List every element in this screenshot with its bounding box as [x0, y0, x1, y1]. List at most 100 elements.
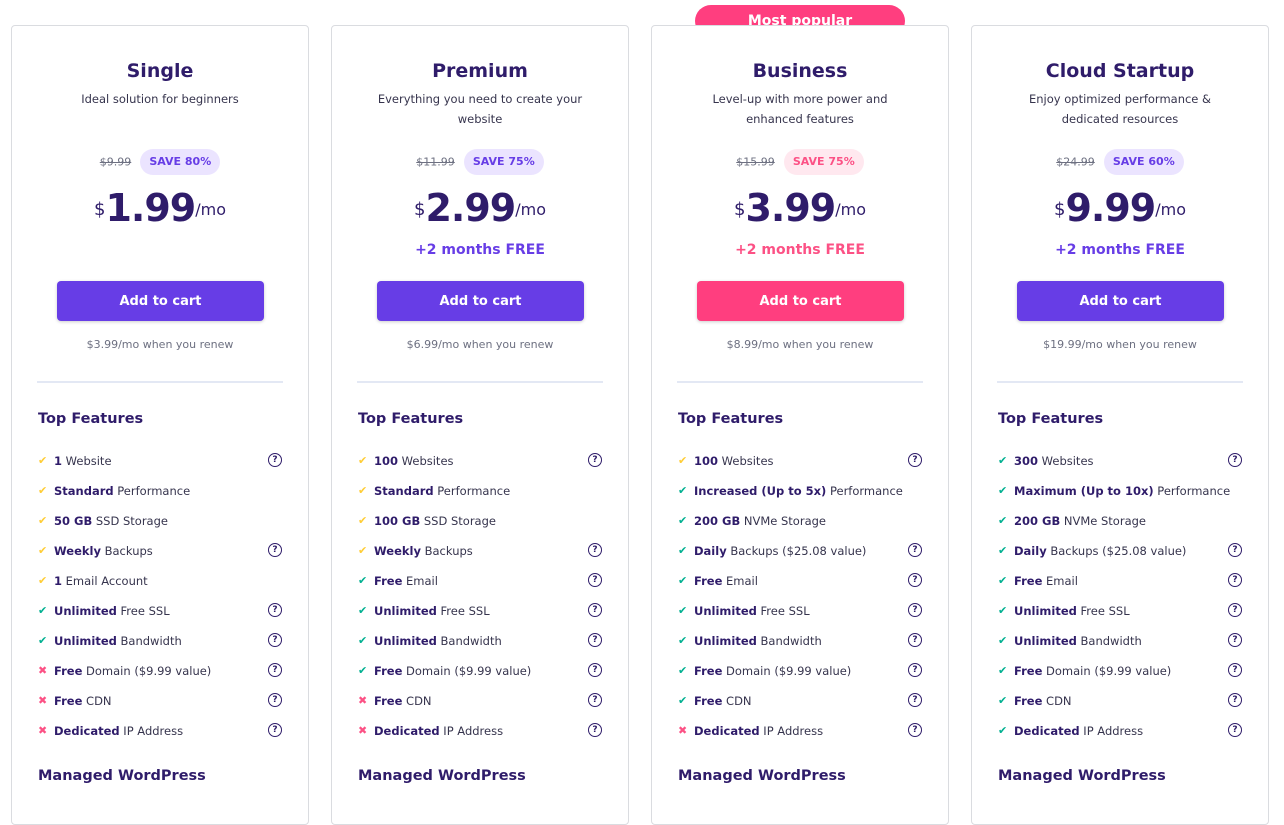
feature-item: ✔ Standard Performance: [358, 481, 602, 511]
feature-item: ✔ 200 GB NVMe Storage: [678, 511, 922, 541]
price-amount: 3.99: [745, 186, 836, 230]
help-icon[interactable]: ?: [268, 633, 282, 647]
feature-item: ✔ Unlimited Free SSL?: [678, 601, 922, 631]
help-icon[interactable]: ?: [908, 573, 922, 587]
feature-highlight: 100: [374, 454, 399, 468]
feature-label: Bandwidth: [1076, 634, 1142, 648]
feature-item: ✔ Weekly Backups?: [38, 541, 282, 571]
help-icon[interactable]: ?: [908, 663, 922, 677]
add-to-cart-button[interactable]: Add to cart: [1017, 281, 1224, 321]
help-icon[interactable]: ?: [908, 603, 922, 617]
feature-label: SSD Storage: [420, 514, 496, 528]
help-icon[interactable]: ?: [268, 723, 282, 737]
feature-label: CDN: [402, 694, 432, 708]
add-to-cart-button[interactable]: Add to cart: [377, 281, 584, 321]
help-icon[interactable]: ?: [588, 573, 602, 587]
feature-highlight: Weekly: [374, 544, 421, 558]
help-icon[interactable]: ?: [268, 603, 282, 617]
check-icon: ✔: [358, 574, 368, 587]
feature-text: Unlimited Free SSL: [54, 601, 170, 621]
bonus-text: +2 months FREE: [735, 242, 865, 258]
help-icon[interactable]: ?: [1228, 663, 1242, 677]
feature-item: ✖ Dedicated IP Address?: [358, 721, 602, 751]
add-to-cart-button[interactable]: Add to cart: [57, 281, 264, 321]
plan-price: $9.99/mo: [972, 186, 1268, 230]
feature-highlight: Increased (Up to 5x): [694, 484, 827, 498]
feature-highlight: Free: [374, 664, 403, 678]
feature-highlight: 1: [54, 574, 63, 588]
feature-highlight: Unlimited: [1014, 604, 1077, 618]
help-icon[interactable]: ?: [1228, 723, 1242, 737]
help-icon[interactable]: ?: [268, 663, 282, 677]
help-icon[interactable]: ?: [1228, 693, 1242, 707]
feature-text: Unlimited Bandwidth: [1014, 631, 1142, 651]
check-icon: ✔: [38, 514, 48, 527]
plan-price: $3.99/mo: [652, 186, 948, 230]
bonus-text: +2 months FREE: [415, 242, 545, 258]
plan-card-premium: Premium Everything you need to create yo…: [331, 25, 629, 825]
feature-highlight: Dedicated: [374, 724, 440, 738]
help-icon[interactable]: ?: [588, 723, 602, 737]
help-icon[interactable]: ?: [1228, 543, 1242, 557]
help-icon[interactable]: ?: [908, 633, 922, 647]
check-icon: ✔: [38, 454, 48, 467]
feature-text: Unlimited Free SSL: [374, 601, 490, 621]
plan-subtitle: Level-up with more power and enhanced fe…: [712, 92, 888, 126]
price-period: /mo: [515, 200, 546, 219]
feature-text: Free Domain ($9.99 value): [694, 661, 851, 681]
feature-list: ✔ 100 Websites? ✔ Standard Performance ✔ 100 …: [358, 451, 602, 751]
help-icon[interactable]: ?: [588, 603, 602, 617]
feature-text: 200 GB NVMe Storage: [1014, 511, 1146, 531]
add-to-cart-button[interactable]: Add to cart: [697, 281, 904, 321]
price-amount: 2.99: [425, 186, 516, 230]
renew-price: $8.99/mo when you renew: [726, 338, 874, 351]
feature-item: ✔ Unlimited Free SSL?: [38, 601, 282, 631]
renew-price: $6.99/mo when you renew: [406, 338, 554, 351]
help-icon[interactable]: ?: [588, 543, 602, 557]
help-icon[interactable]: ?: [588, 663, 602, 677]
feature-item: ✔ 50 GB SSD Storage: [38, 511, 282, 541]
feature-item: ✔ Free Email?: [358, 571, 602, 601]
check-icon: ✔: [998, 484, 1008, 497]
help-icon[interactable]: ?: [588, 633, 602, 647]
feature-item: ✔ Unlimited Free SSL?: [358, 601, 602, 631]
help-icon[interactable]: ?: [588, 693, 602, 707]
feature-list: ✔ 100 Websites? ✔ Increased (Up to 5x) Perf…: [678, 451, 922, 751]
check-icon: ✔: [678, 544, 688, 557]
help-icon[interactable]: ?: [908, 693, 922, 707]
cross-icon: ✖: [38, 694, 48, 707]
help-icon[interactable]: ?: [268, 543, 282, 557]
feature-label: Free SSL: [436, 604, 490, 618]
feature-item: ✔ Dedicated IP Address?: [998, 721, 1242, 751]
help-icon[interactable]: ?: [268, 693, 282, 707]
help-icon[interactable]: ?: [1228, 453, 1242, 467]
help-icon[interactable]: ?: [268, 453, 282, 467]
feature-label: Free SSL: [116, 604, 170, 618]
feature-item: ✔ Free Domain ($9.99 value)?: [678, 661, 922, 691]
old-price: $24.99: [1056, 155, 1095, 169]
feature-text: 100 GB SSD Storage: [374, 511, 496, 531]
feature-item: ✔ Daily Backups ($25.08 value)?: [678, 541, 922, 571]
feature-item: ✔ Free CDN?: [998, 691, 1242, 721]
feature-highlight: Free: [694, 664, 723, 678]
help-icon[interactable]: ?: [588, 453, 602, 467]
currency-symbol: $: [414, 199, 426, 220]
divider: [357, 381, 603, 383]
feature-label: CDN: [82, 694, 112, 708]
renew-price: $3.99/mo when you renew: [86, 338, 234, 351]
check-icon: ✔: [678, 574, 688, 587]
feature-item: ✔ Unlimited Bandwidth?: [678, 631, 922, 661]
help-icon[interactable]: ?: [1228, 603, 1242, 617]
feature-item: ✔ 100 GB SSD Storage: [358, 511, 602, 541]
check-icon: ✔: [358, 454, 368, 467]
help-icon[interactable]: ?: [908, 543, 922, 557]
help-icon[interactable]: ?: [1228, 573, 1242, 587]
feature-text: 1 Website: [54, 451, 112, 471]
check-icon: ✔: [678, 664, 688, 677]
feature-text: 1 Email Account: [54, 571, 148, 591]
feature-label: Bandwidth: [756, 634, 822, 648]
help-icon[interactable]: ?: [908, 453, 922, 467]
help-icon[interactable]: ?: [1228, 633, 1242, 647]
managed-wordpress-heading: Managed WordPress: [358, 768, 526, 784]
help-icon[interactable]: ?: [908, 723, 922, 737]
